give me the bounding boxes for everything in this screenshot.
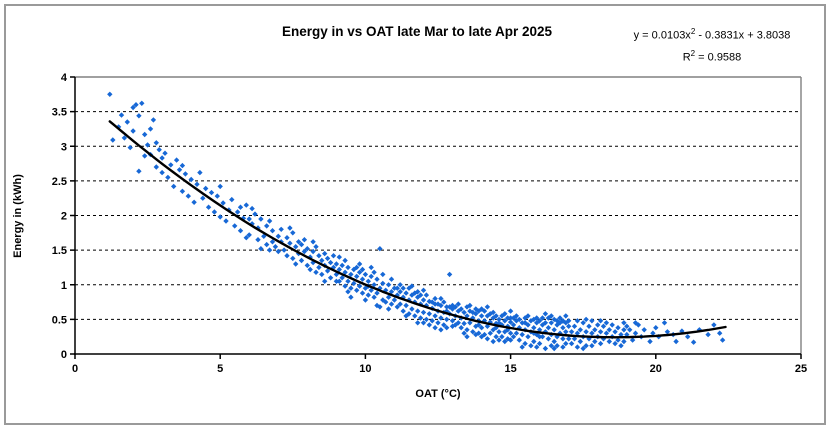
equation-line1-superscript: 2: [690, 27, 696, 36]
trendline-equation-line1: y = 0.0103x2 - 0.3831x + 3.8038: [634, 23, 791, 45]
trendline-equation: y = 0.0103x2 - 0.3831x + 3.8038 R2 = 0.9…: [634, 23, 791, 66]
x-axis-title: OAT (°C): [415, 388, 461, 400]
x-tick-label: 10: [359, 363, 371, 375]
x-tick-label: 15: [504, 363, 516, 375]
chart-outer-frame: [4, 4, 826, 425]
y-tick-label: 2: [61, 211, 67, 223]
y-tick-label: 4: [61, 72, 68, 84]
trendline: [108, 120, 727, 339]
chart-title: Energy in vs OAT late Mar to late Apr 20…: [281, 24, 553, 39]
y-tick-label: 2.5: [52, 176, 67, 188]
equation-line2-base: R: [682, 51, 691, 64]
y-tick-label: 1.5: [52, 245, 67, 257]
x-tick-label: 20: [650, 363, 662, 375]
x-tick-label: 25: [795, 363, 807, 375]
equation-line1-base: y = 0.0103x: [633, 29, 691, 42]
trendline-equation-line2: R2 = 0.9588: [634, 45, 791, 67]
y-tick-label: 0: [61, 349, 67, 361]
x-tick-label: 0: [72, 363, 78, 375]
x-tick-label: 5: [217, 363, 223, 375]
y-tick-label: 0.5: [52, 314, 67, 326]
y-tick-label: 3.5: [52, 107, 67, 119]
equation-line1-rest: - 0.3831x + 3.8038: [695, 29, 791, 42]
equation-line2-rest: = 0.9588: [695, 51, 742, 64]
y-tick-label: 1: [61, 280, 67, 292]
scatter-points: [107, 91, 726, 352]
equation-line2-superscript: 2: [690, 48, 696, 58]
y-tick-label: 3: [61, 141, 67, 153]
